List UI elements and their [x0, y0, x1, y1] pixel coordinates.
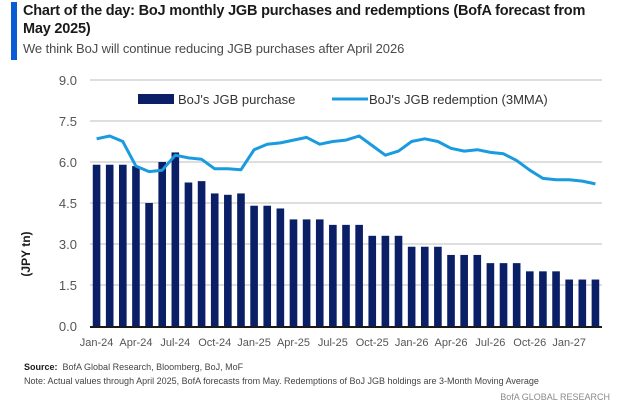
purchase-bar — [460, 254, 468, 326]
x-tick-label: Jan-24 — [80, 337, 114, 349]
purchase-bar — [210, 193, 219, 326]
purchase-bars — [92, 152, 600, 326]
chart-subtitle: We think BoJ will continue reducing JGB … — [23, 41, 405, 56]
purchase-bar — [119, 164, 127, 326]
purchase-bar — [237, 193, 245, 326]
y-tick-label: 7.5 — [59, 114, 77, 129]
purchase-bar — [92, 164, 101, 326]
purchase-bar — [355, 224, 363, 326]
purchase-bar — [105, 164, 114, 326]
purchase-bar — [420, 246, 429, 326]
purchase-bar — [250, 205, 258, 326]
purchase-bar — [552, 271, 560, 326]
purchase-bar — [525, 271, 534, 326]
footnote: Note: Actual values through April 2025, … — [24, 376, 539, 386]
purchase-bar — [591, 279, 600, 326]
y-tick-label: 1.5 — [59, 278, 77, 293]
purchase-bar — [289, 219, 298, 326]
purchase-bar — [565, 279, 573, 326]
purchase-bar — [197, 181, 206, 326]
purchase-bar — [499, 263, 508, 326]
source-text: BofA Global Research, Bloomberg, BoJ, Mo… — [62, 362, 244, 372]
source-line: Source: BofA Global Research, Bloomberg,… — [24, 362, 243, 372]
purchase-bar — [512, 263, 521, 326]
purchase-bar — [145, 203, 153, 326]
purchase-bar — [315, 219, 324, 326]
legend: BoJ's JGB purchase BoJ's JGB redemption … — [138, 92, 548, 107]
x-tick-label: Jul-26 — [475, 337, 505, 349]
purchase-bar — [224, 194, 232, 326]
purchase-bar — [473, 254, 482, 326]
source-label: Source: — [24, 362, 58, 372]
purchase-bar — [263, 205, 272, 326]
purchase-bar — [486, 263, 495, 326]
purchase-bar — [158, 162, 167, 326]
purchase-bar — [184, 182, 193, 326]
purchase-bar — [368, 235, 377, 326]
purchase-bar — [407, 246, 416, 326]
purchase-bar — [302, 219, 311, 326]
y-tick-label: 0.0 — [59, 319, 77, 334]
purchase-bar — [132, 166, 140, 326]
purchase-bar — [342, 224, 350, 326]
purchase-bar — [578, 279, 587, 326]
y-tick-label: 9.0 — [59, 73, 77, 88]
purchase-bar — [171, 152, 180, 326]
y-axis-label: (JPY tn) — [19, 231, 33, 276]
x-tick-label: Jan-26 — [395, 337, 429, 349]
purchase-bar — [434, 246, 442, 326]
purchase-bar — [381, 235, 390, 326]
x-tick-label: Jan-25 — [237, 337, 271, 349]
x-tick-label: Oct-24 — [198, 337, 231, 349]
y-axis-ticks: 0.0 1.5 3.0 4.5 6.0 7.5 9.0 — [59, 73, 77, 334]
purchase-bar — [394, 235, 403, 326]
chart-area: 0.0 1.5 3.0 4.5 6.0 7.5 9.0 (JPY tn) Jan-24 Apr… — [19, 73, 602, 349]
legend-bar-swatch — [138, 94, 174, 104]
legend-line-label: BoJ's JGB redemption (3MMA) — [369, 92, 548, 107]
title-accent-bar — [11, 2, 17, 60]
y-tick-label: 4.5 — [59, 196, 77, 211]
purchase-bar — [447, 254, 455, 326]
purchase-bar — [329, 224, 337, 326]
x-axis-ticks: Jan-24 Apr-24 Jul-24 Oct-24 Jan-25 Apr-25 Jul-… — [80, 337, 586, 349]
x-tick-label: Apr-24 — [119, 337, 152, 349]
brand-label: BofA GLOBAL RESEARCH — [500, 392, 610, 402]
redemption-line — [96, 134, 596, 186]
x-tick-label: Oct-25 — [356, 337, 389, 349]
legend-bar-label: BoJ's JGB purchase — [178, 92, 295, 107]
x-tick-label: Oct-26 — [513, 337, 546, 349]
y-tick-label: 3.0 — [59, 237, 77, 252]
x-tick-label: Jul-24 — [160, 337, 190, 349]
x-tick-label: Jan-27 — [552, 337, 586, 349]
chart-title: Chart of the day: BoJ monthly JGB purcha… — [23, 3, 586, 37]
purchase-bar — [539, 271, 547, 326]
x-tick-label: Apr-26 — [435, 337, 468, 349]
purchase-bar — [276, 208, 285, 326]
y-tick-label: 6.0 — [59, 155, 77, 170]
x-tick-label: Apr-25 — [277, 337, 310, 349]
x-tick-label: Jul-25 — [318, 337, 348, 349]
